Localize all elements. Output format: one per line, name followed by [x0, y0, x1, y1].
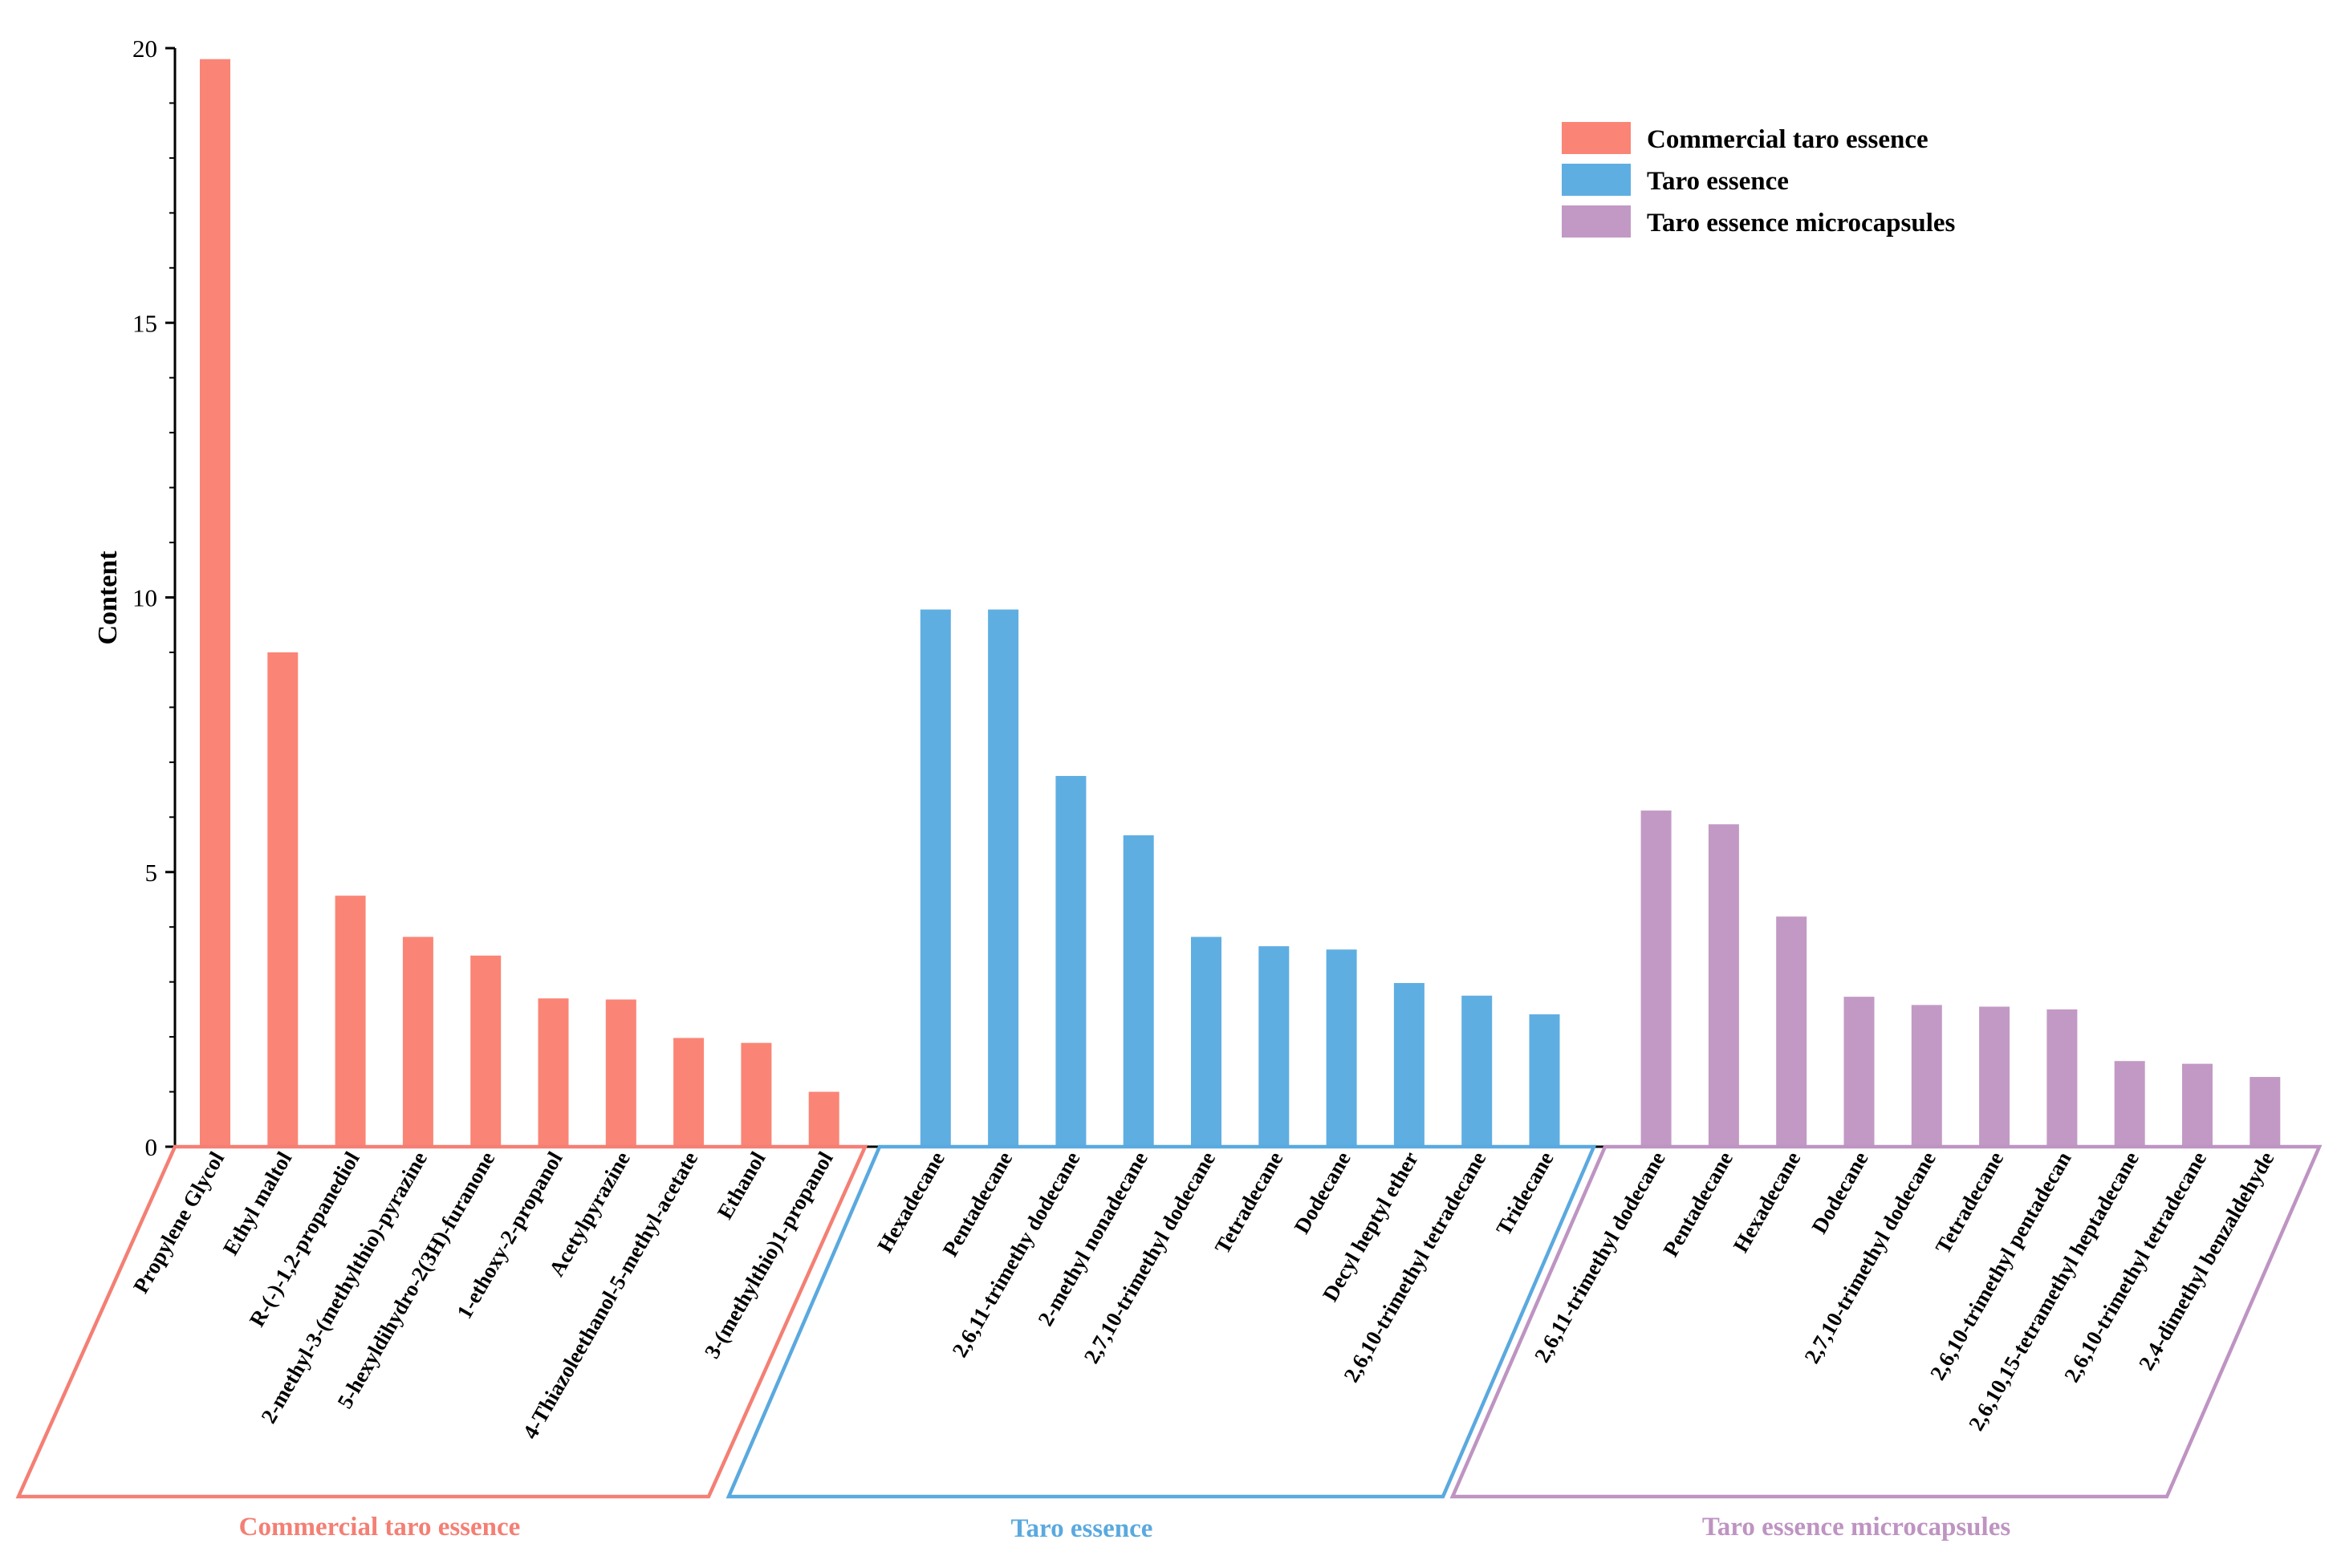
bar [808, 1091, 839, 1147]
x-tick-label: 2,6,11-trimethyl dodecane [1530, 1148, 1670, 1367]
group-label: Taro essence [1011, 1514, 1153, 1543]
legend-swatch [1562, 205, 1631, 238]
group-label: Taro essence microcapsules [1702, 1513, 2011, 1542]
bar [673, 1038, 705, 1147]
legend-swatch [1562, 122, 1631, 154]
bar [2250, 1077, 2281, 1147]
x-tick-label: Pentadecane [1658, 1148, 1737, 1261]
x-tick-label: Hexadecane [872, 1148, 949, 1257]
bar [267, 652, 299, 1147]
bar [1258, 946, 1290, 1147]
y-tick-label: 20 [132, 35, 157, 63]
bar [1055, 775, 1087, 1147]
bar [538, 998, 569, 1147]
bar [988, 609, 1019, 1147]
bar [1640, 810, 1672, 1147]
x-tick-label: Propylene Glycol [128, 1148, 229, 1298]
x-tick-label: 2,7,10-trimethyl dodecane [1079, 1148, 1221, 1367]
x-tick-label: Pentadecane [938, 1148, 1018, 1261]
bar [470, 955, 502, 1147]
bars [200, 59, 2281, 1148]
x-tick-label: Dodecane [1807, 1148, 1872, 1237]
x-tick-label: Tetradecane [1210, 1148, 1288, 1258]
bar [1979, 1006, 2010, 1147]
bar [1843, 997, 1875, 1147]
bar [402, 936, 433, 1147]
bar [2181, 1063, 2213, 1147]
bar [920, 609, 951, 1147]
y-ticks: 0 5 10 15 20 [132, 35, 175, 1161]
legend-label: Commercial taro essence [1647, 125, 1928, 154]
x-tick-label: Dodecane [1290, 1148, 1355, 1237]
group-frames [15, 1144, 2323, 1499]
legend-label: Taro essence microcapsules [1647, 209, 1956, 238]
bar [1911, 1005, 1942, 1147]
group-labels: Commercial taro essence Taro essence Taro … [239, 1513, 2011, 1543]
legend: Commercial taro essence Taro essence Taro … [1562, 122, 1956, 238]
bar [200, 59, 230, 1148]
group-frame [1449, 1144, 2323, 1499]
y-axis-title: Content [93, 550, 123, 645]
x-tick-label: Tridecane [1491, 1148, 1558, 1240]
y-tick-label: 10 [132, 584, 157, 612]
x-tick-label: Tetradecane [1931, 1148, 2009, 1258]
y-tick-label: 15 [132, 309, 157, 337]
x-tick-label: 2,6,10-trimethyl tetradecane [1339, 1148, 1490, 1386]
bar [1461, 995, 1493, 1147]
group-frame [15, 1144, 868, 1499]
y-tick-label: 0 [145, 1133, 158, 1161]
bar [1326, 949, 1357, 1147]
group-frame [725, 1144, 1597, 1499]
x-tick-label: 2,6,11-trimethy dodecane [948, 1148, 1085, 1361]
x-tick-label: Hexadecane [1729, 1148, 1806, 1257]
bar [2046, 1009, 2078, 1147]
y-tick-label: 5 [145, 859, 158, 887]
bar [335, 896, 366, 1147]
bar [1708, 824, 1739, 1147]
bar [1123, 835, 1154, 1147]
legend-swatch [1562, 164, 1631, 196]
bar [741, 1042, 772, 1147]
x-tick-label: 2,6,10-trimethyl pentadecan [1925, 1148, 2076, 1384]
bar [2114, 1061, 2145, 1147]
x-tick-label: Ethyl maltol [218, 1148, 297, 1259]
bar [1393, 983, 1425, 1147]
bar [1776, 916, 1807, 1147]
bar [1529, 1014, 1560, 1147]
legend-label: Taro essence [1647, 167, 1789, 196]
x-tick-label: Ethanol [713, 1148, 770, 1224]
x-tick-label: 2,7,10-trimethyl dodecane [1799, 1148, 1941, 1367]
group-label: Commercial taro essence [239, 1513, 521, 1542]
bar [1190, 936, 1221, 1147]
bar [605, 999, 636, 1147]
x-tick-label: 2,4-dimethyl benzaldehyde [2134, 1148, 2278, 1375]
